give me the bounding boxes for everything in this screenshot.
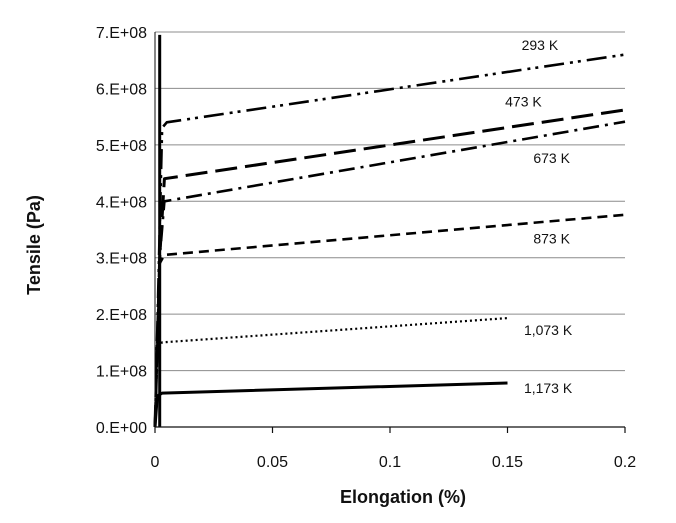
axes: [154, 32, 626, 433]
series-line-293-k: [153, 53, 626, 428]
series-label: 293 K: [522, 37, 559, 53]
x-tick-labels: 0 0.05 0.1 0.15 0.2: [151, 454, 637, 471]
series-label: 473 K: [505, 93, 542, 109]
series-label: 1,073 K: [524, 322, 573, 338]
y-tick-label: 0.E+00: [96, 420, 147, 437]
series-label: 873 K: [533, 231, 570, 247]
y-tick-label: 6.E+08: [96, 81, 147, 98]
x-tick-label: 0.05: [257, 454, 288, 471]
y-tick-label: 3.E+08: [96, 251, 147, 268]
x-tick-label: 0.1: [379, 454, 401, 471]
y-tick-labels: 0.E+00 1.E+08 2.E+08 3.E+08 4.E+08 5.E+08 6.E+…: [96, 25, 147, 437]
y-axis-title: Tensile (Pa): [24, 195, 44, 295]
y-tick-label: 5.E+08: [96, 138, 147, 155]
y-tick-label: 2.E+08: [96, 307, 147, 324]
x-tick-label: 0.2: [614, 454, 636, 471]
series-line-1-173-k: [153, 381, 508, 428]
series-label: 673 K: [533, 150, 570, 166]
x-tick-label: 0: [151, 454, 160, 471]
x-tick-label: 0.15: [492, 454, 523, 471]
series-line-1-073-k: [153, 317, 508, 428]
series-lines: [153, 34, 626, 428]
y-tick-label: 7.E+08: [96, 25, 147, 42]
series-line-873-k: [153, 213, 626, 428]
series-line-473-k: [153, 108, 626, 428]
series-label: 1,173 K: [524, 380, 573, 396]
x-axis-title: Elongation (%): [340, 487, 466, 507]
y-tick-label: 1.E+08: [96, 364, 147, 381]
gridlines: [155, 31, 625, 372]
series-labels: 293 K 473 K 673 K 873 K 1,073 K 1,173 K: [505, 37, 573, 396]
y-tick-label: 4.E+08: [96, 194, 147, 211]
